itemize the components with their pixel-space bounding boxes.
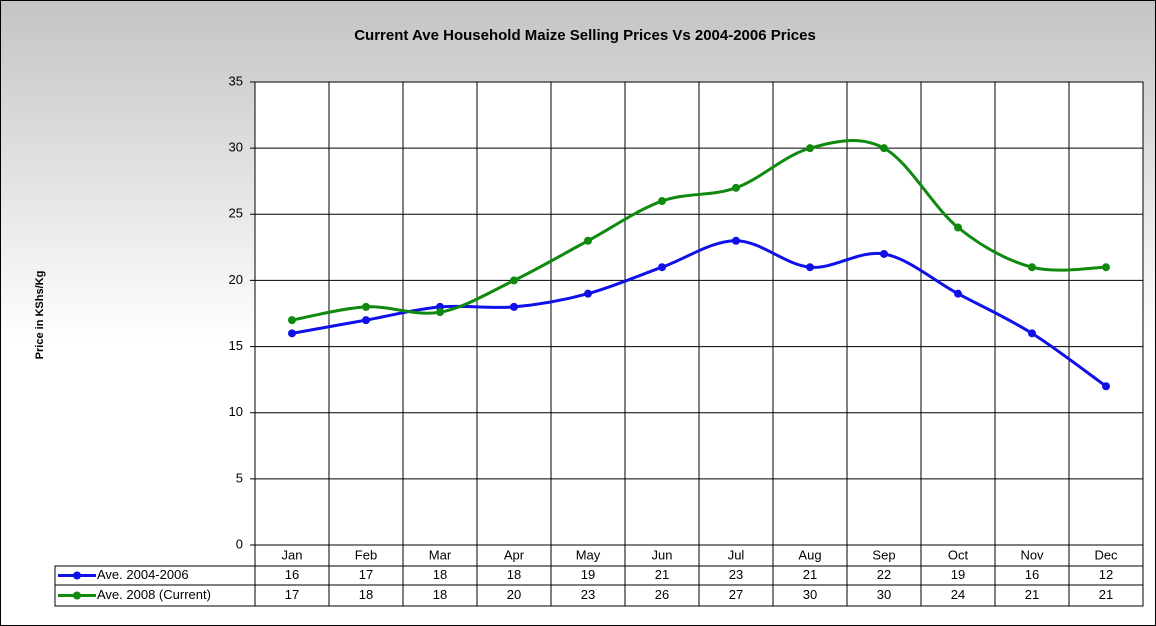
table-value: 18 [433,567,447,582]
legend-label: Ave. 2008 (Current) [97,587,211,602]
table-value: 18 [507,567,521,582]
x-tick-label: Apr [504,547,525,562]
y-tick-label: 15 [229,338,243,353]
legend-marker [73,591,81,600]
table-value: 22 [877,567,891,582]
data-point [510,276,518,285]
data-point [288,316,296,325]
x-tick-label: May [576,547,601,562]
y-tick-label: 25 [229,206,243,221]
x-tick-label: Aug [798,547,821,562]
data-point [658,263,666,272]
table-value: 21 [1025,587,1039,602]
data-point [510,302,518,311]
table-value: 18 [433,587,447,602]
y-tick-label: 0 [236,536,243,551]
y-tick-label: 10 [229,404,243,419]
table-value: 23 [581,587,595,602]
x-tick-label: Feb [355,547,377,562]
data-point [806,144,814,153]
chart-title: Current Ave Household Maize Selling Pric… [354,27,816,44]
table-value: 27 [729,587,743,602]
table-value: 16 [285,567,299,582]
table-value: 21 [1099,587,1113,602]
y-axis-label: Price in KShs/Kg [34,271,46,360]
data-point [658,197,666,206]
x-tick-label: Jan [282,547,303,562]
table-value: 12 [1099,567,1113,582]
table-value: 18 [359,587,373,602]
data-point [732,236,740,245]
data-point [954,289,962,298]
data-point [584,289,592,298]
table-value: 21 [803,567,817,582]
table-value: 21 [655,567,669,582]
data-point [584,236,592,245]
table-series-area [54,565,1144,607]
x-tick-label: Jul [728,547,745,562]
x-tick-label: Nov [1020,547,1044,562]
data-point [954,223,962,232]
data-point [880,249,888,258]
data-point [806,263,814,272]
table-value: 17 [285,587,299,602]
table-value: 30 [877,587,891,602]
table-value: 23 [729,567,743,582]
x-tick-label: Mar [429,547,452,562]
x-tick-label: Dec [1094,547,1118,562]
table-value: 19 [951,567,965,582]
y-tick-label: 5 [236,470,243,485]
data-point [880,144,888,153]
y-tick-label: 30 [229,140,243,155]
legend-label: Ave. 2004-2006 [97,567,189,582]
table-value: 16 [1025,567,1039,582]
data-point [362,316,370,325]
table-value: 17 [359,567,373,582]
x-tick-label: Jun [652,547,673,562]
data-point [1102,382,1110,391]
table-value: 26 [655,587,669,602]
table-value: 20 [507,587,521,602]
table-value: 24 [951,587,965,602]
x-tick-label: Sep [872,547,895,562]
data-point [1028,263,1036,272]
x-tick-label: Oct [948,547,969,562]
table-value: 30 [803,587,817,602]
data-point [288,329,296,338]
legend-marker [73,571,81,580]
table-value: 19 [581,567,595,582]
data-point [1102,263,1110,272]
y-tick-label: 35 [229,73,243,88]
y-tick-label: 20 [229,272,243,287]
data-point [436,308,444,317]
data-point [1028,329,1036,338]
data-point [732,183,740,192]
data-point [362,302,370,311]
